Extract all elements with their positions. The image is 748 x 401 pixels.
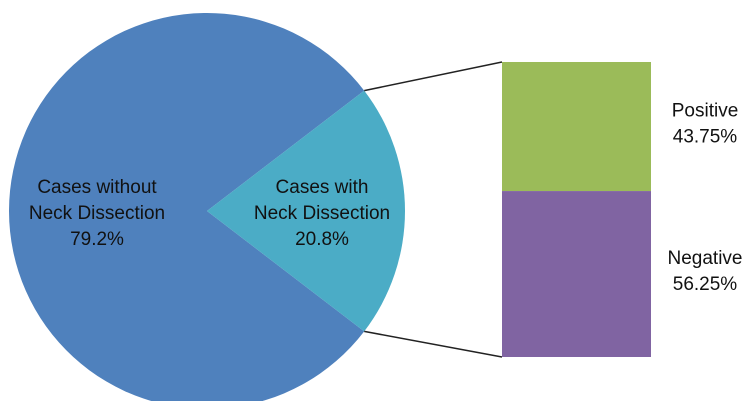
stacked-bar-group bbox=[502, 62, 651, 357]
pie-label-without-neck-dissection: Cases without Neck Dissection 79.2% bbox=[29, 177, 165, 250]
pie-slice-with-neck-dissection bbox=[207, 90, 406, 332]
label-group: Cases without Neck Dissection 79.2% Cases w… bbox=[29, 101, 743, 296]
pie-label-with-neck-dissection: Cases with Neck Dissection 20.8% bbox=[254, 177, 390, 250]
bar-label-negative: Negative 56.25% bbox=[668, 248, 743, 295]
bar-label-positive: Positive 43.75% bbox=[672, 101, 739, 148]
bar-segment-positive bbox=[502, 62, 651, 192]
pie-slice-without-neck-dissection bbox=[9, 13, 365, 401]
connector-line-bottom bbox=[364, 330, 503, 358]
bar-segment-negative bbox=[502, 191, 651, 357]
pie-group bbox=[9, 13, 406, 401]
connector-line-top bbox=[364, 61, 503, 92]
connector-group bbox=[364, 61, 503, 358]
